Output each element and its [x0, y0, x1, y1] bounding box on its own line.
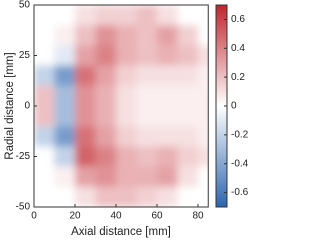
- heatmap-cell: [157, 186, 178, 207]
- heatmap-cell: [177, 166, 198, 187]
- heatmap-cell: [75, 126, 96, 147]
- y-tick-label: 25: [19, 50, 31, 61]
- heatmap-cell: [116, 166, 137, 187]
- heatmap-cell: [198, 106, 209, 127]
- heatmap-cell: [95, 85, 116, 106]
- heatmap-cell: [75, 146, 96, 167]
- heatmap-cell: [34, 106, 55, 127]
- heatmap-cell: [157, 166, 178, 187]
- heatmap-cell: [157, 45, 178, 66]
- colorbar-tick-label: 0.2: [231, 72, 245, 83]
- heatmap-cell: [54, 65, 75, 86]
- heatmap-cell: [177, 85, 198, 106]
- heatmap-cell: [136, 45, 157, 66]
- heatmap-cell: [54, 106, 75, 127]
- heatmap-cell: [75, 25, 96, 46]
- heatmap-cell: [157, 5, 178, 26]
- heatmap-cell: [116, 5, 137, 26]
- heatmap-cell: [157, 126, 178, 147]
- heatmap-cell: [75, 106, 96, 127]
- heatmap-cell: [136, 65, 157, 86]
- heatmap-cell: [95, 146, 116, 167]
- heatmap-cell: [34, 85, 55, 106]
- colorbar-tick-label: 0.4: [231, 43, 245, 54]
- x-tick-label: 40: [110, 211, 122, 222]
- heatmap-cell: [136, 85, 157, 106]
- heatmap-cell: [136, 126, 157, 147]
- heatmap-cell: [75, 186, 96, 207]
- heatmap-cell: [54, 85, 75, 106]
- heatmap-cell: [95, 25, 116, 46]
- y-axis-label: Radial distance [mm]: [4, 52, 16, 159]
- heatmap-cell: [75, 65, 96, 86]
- heatmap-cell: [157, 146, 178, 167]
- x-tick-label: 20: [69, 211, 81, 222]
- heatmap-cell: [75, 85, 96, 106]
- y-tick-label: 50: [19, 0, 31, 11]
- colorbar-tick-label: 0.6: [231, 14, 245, 25]
- heatmap-cell: [75, 45, 96, 66]
- colorbar-tick-label: -0.6: [231, 187, 249, 198]
- heatmap-cell: [177, 126, 198, 147]
- y-tick-label: -50: [16, 202, 31, 213]
- heatmap-cell: [157, 85, 178, 106]
- heatmap-cell: [157, 106, 178, 127]
- y-tick-label: 0: [24, 101, 30, 112]
- x-axis-label: Axial distance [mm]: [71, 226, 171, 238]
- heatmap-cell: [116, 85, 137, 106]
- heatmap-cell: [177, 45, 198, 66]
- heatmap-cell: [198, 45, 209, 66]
- heatmap-cell: [116, 65, 137, 86]
- heatmap-cell: [136, 166, 157, 187]
- heatmap-cell: [54, 25, 75, 46]
- heatmap-cell: [198, 65, 209, 86]
- heatmap-cell: [95, 65, 116, 86]
- heatmap-cell: [116, 106, 137, 127]
- heatmap-cell: [198, 126, 209, 147]
- x-tick-label: 60: [151, 211, 163, 222]
- heatmap-cell: [75, 5, 96, 26]
- heatmap-cell: [116, 25, 137, 46]
- heatmap-cell: [54, 146, 75, 167]
- heatmap-cell: [177, 106, 198, 127]
- heatmap-cell: [177, 25, 198, 46]
- heatmap-cell: [157, 65, 178, 86]
- heatmap-cell: [116, 146, 137, 167]
- heatmap-cell: [34, 65, 55, 86]
- heatmap-cell: [54, 166, 75, 187]
- heatmap-cell: [116, 186, 137, 207]
- x-tick-label: 80: [192, 211, 204, 222]
- chart: Axial distance [mm] Radial distance [mm]…: [4, 0, 249, 238]
- x-tick-label: 0: [31, 211, 37, 222]
- heatmap-cell: [34, 126, 55, 147]
- heatmap-cell: [95, 186, 116, 207]
- heatmap-cell: [95, 106, 116, 127]
- colorbar-tick-label: -0.2: [231, 129, 249, 140]
- heatmap-cell: [95, 45, 116, 66]
- colorbar-tick-label: 0: [231, 101, 237, 112]
- heatmap-cell: [75, 166, 96, 187]
- heatmap-cell: [116, 45, 137, 66]
- heatmap-cell: [54, 45, 75, 66]
- y-tick-label: -25: [16, 151, 31, 162]
- heatmap-cell: [136, 186, 157, 207]
- heatmap-cell: [95, 166, 116, 187]
- heatmap-cell: [136, 25, 157, 46]
- heatmap-cell: [136, 106, 157, 127]
- heatmap-cell: [95, 5, 116, 26]
- colorbar-tick-label: -0.4: [231, 158, 249, 169]
- heatmap-cell: [157, 25, 178, 46]
- heatmap-cell: [177, 65, 198, 86]
- heatmap-cell: [136, 5, 157, 26]
- heatmap-cell: [116, 126, 137, 147]
- heatmap-cell: [54, 126, 75, 147]
- heatmap-cell: [198, 85, 209, 106]
- heatmap-cell: [177, 146, 198, 167]
- heatmap: [34, 5, 209, 207]
- heatmap-cell: [136, 146, 157, 167]
- heatmap-cell: [95, 126, 116, 147]
- heatmap-cell: [198, 146, 209, 167]
